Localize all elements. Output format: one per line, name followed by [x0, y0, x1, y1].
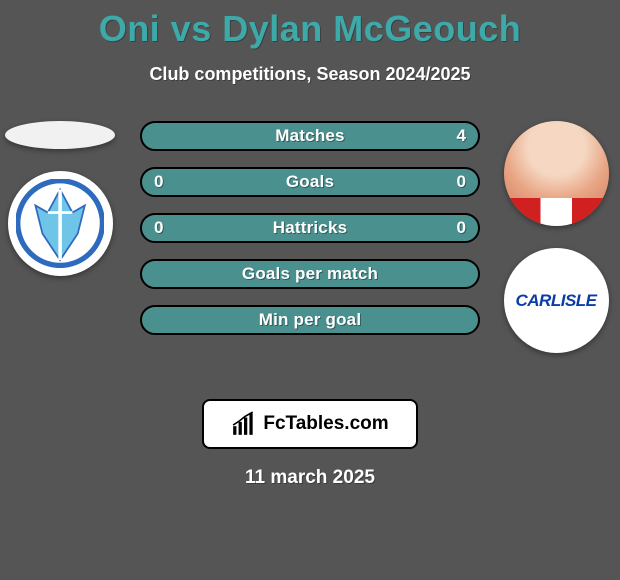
- date-text: 11 march 2025: [0, 467, 620, 489]
- stat-label: Goals per match: [242, 264, 378, 284]
- stat-bar-goals-per-match: Goals per match: [140, 259, 480, 289]
- colchester-badge-icon: [16, 179, 104, 267]
- subtitle: Club competitions, Season 2024/2025: [0, 64, 620, 85]
- stat-bar-hattricks: 0 Hattricks 0: [140, 213, 480, 243]
- stat-bar-min-per-goal: Min per goal: [140, 305, 480, 335]
- right-club-badge: CARLISLE: [504, 248, 609, 353]
- stat-right-value: 0: [457, 218, 466, 238]
- stat-left-value: 0: [154, 172, 163, 192]
- stat-left-value: 0: [154, 218, 163, 238]
- stat-right-value: 0: [457, 172, 466, 192]
- right-player-photo: [504, 121, 609, 226]
- stat-bars: Matches 4 0 Goals 0 0 Hattricks 0 Goals …: [140, 121, 480, 335]
- stat-label: Min per goal: [259, 310, 362, 330]
- barchart-icon: [231, 411, 257, 437]
- right-club-badge-text: CARLISLE: [516, 291, 597, 311]
- stat-label: Matches: [275, 126, 344, 146]
- comparison-area: CARLISLE Matches 4 0 Goals 0 0 Hattricks…: [0, 121, 620, 381]
- footer-logo-text: FcTables.com: [263, 413, 388, 435]
- stat-bar-goals: 0 Goals 0: [140, 167, 480, 197]
- stat-label: Goals: [286, 172, 334, 192]
- stat-label: Hattricks: [273, 218, 348, 238]
- right-player-column: CARLISLE: [496, 121, 616, 353]
- left-club-badge: [8, 171, 113, 276]
- stat-bar-matches: Matches 4: [140, 121, 480, 151]
- stat-right-value: 4: [457, 126, 466, 146]
- left-player-column: [0, 121, 120, 276]
- page-title: Oni vs Dylan McGeouch: [0, 0, 620, 50]
- footer-logo[interactable]: FcTables.com: [202, 399, 418, 449]
- left-player-photo: [5, 121, 115, 149]
